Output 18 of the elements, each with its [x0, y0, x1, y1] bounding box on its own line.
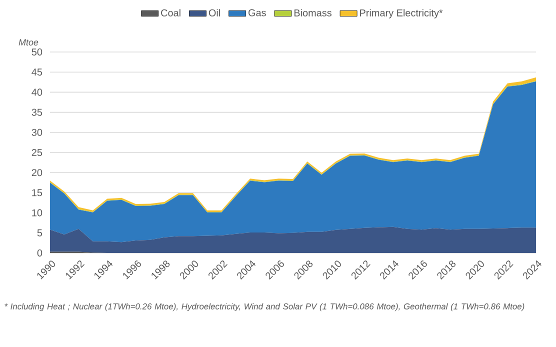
- y-tick-label: 30: [32, 128, 42, 136]
- y-tick-label: 15: [32, 189, 42, 196]
- text: * Including Heat ; Nuclear (1TWh=0.26 Mtoe), Hydroelectricity, Wind and Solar PV (1 TWh=0.086 Mtoe), Geothermal (1 TWh=0.86 Mtoe): [4, 303, 524, 312]
- y-tick-label: 10: [32, 209, 42, 216]
- y-tick-label: 20: [32, 169, 42, 176]
- y-tick-label: 50: [32, 48, 42, 56]
- y-tick-label: 45: [32, 68, 42, 76]
- legend-label: Coal: [161, 9, 180, 16]
- y-axis-title: Mtoe: [18, 39, 38, 46]
- y-tick-label: 35: [32, 108, 42, 116]
- legend-label: Gas: [248, 9, 266, 16]
- y-tick-label: 5: [37, 229, 42, 236]
- legend-label: Biomass: [294, 9, 332, 16]
- legend-label: Oil: [208, 9, 220, 16]
- y-tick-label: 25: [32, 148, 42, 156]
- y-tick-label: 40: [32, 88, 42, 96]
- legend-label: Primary Electricity*: [360, 9, 443, 18]
- y-tick-label: 0: [37, 249, 42, 257]
